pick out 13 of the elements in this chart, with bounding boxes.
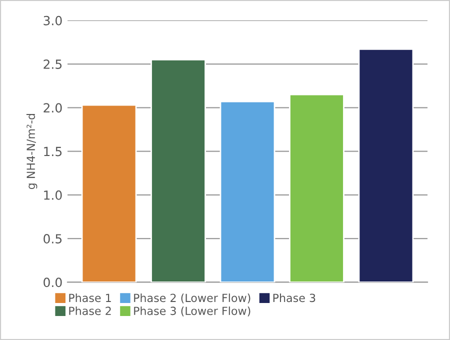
legend-label: Phase 3 (Lower Flow) xyxy=(134,306,250,316)
legend-label: Phase 3 xyxy=(273,294,316,302)
legend-label: Phase 2 (Lower Flow) xyxy=(134,294,250,304)
legend-label: Phase 2 xyxy=(69,306,111,316)
y-tick-label: 3.0 xyxy=(44,16,62,26)
y-tick-label: 0.0 xyxy=(44,278,62,288)
y-tick-label: 2.0 xyxy=(44,103,62,113)
y-tick-label: 2.5 xyxy=(44,60,62,69)
y-tick-label: 0.5 xyxy=(44,234,62,244)
y-axis-title: g NH4-N/m²-d xyxy=(26,114,38,190)
legend-label: Phase 1 xyxy=(69,294,111,302)
y-tick-label: 1.5 xyxy=(44,146,62,156)
y-tick-label: 1.0 xyxy=(44,190,62,200)
